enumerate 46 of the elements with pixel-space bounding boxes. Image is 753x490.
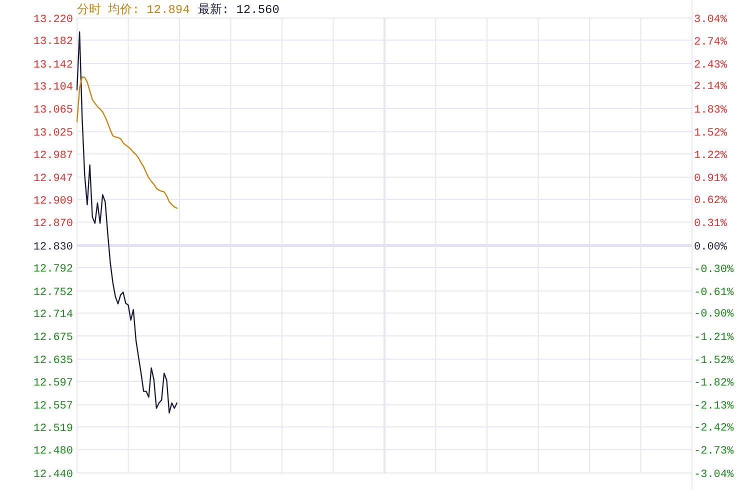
- y2-tick-label: 2.14%: [694, 81, 728, 94]
- y2-tick-label: -0.30%: [694, 264, 734, 276]
- y-tick-label: 12.987: [33, 150, 73, 162]
- y2-tick-label: -0.90%: [694, 308, 734, 321]
- y-tick-label: 12.870: [33, 218, 73, 230]
- y2-tick-label: -2.13%: [694, 400, 734, 413]
- y2-tick-label: 3.04%: [694, 14, 728, 26]
- line-series: [76, 76, 178, 209]
- line-series: [76, 31, 178, 414]
- y-tick-label: 12.792: [33, 264, 73, 276]
- y-tick-label: 12.947: [33, 173, 73, 186]
- y-tick-label: 13.142: [33, 59, 73, 72]
- y-tick-label: 12.909: [33, 195, 73, 208]
- y2-tick-label: 0.62%: [694, 194, 728, 207]
- y2-tick-label: -1.21%: [694, 332, 734, 344]
- y2-tick-label: 0.00%: [694, 241, 728, 254]
- y2-tick-label: -1.52%: [694, 355, 734, 368]
- y-tick-label: 12.635: [33, 355, 73, 368]
- y-tick-label: 12.830: [33, 241, 73, 254]
- y-tick-label: 12.519: [33, 422, 73, 435]
- y-tick-label: 12.675: [33, 332, 73, 344]
- chart-subtitle: 最新: 12.560: [198, 2, 280, 17]
- y-tick-label: 13.182: [33, 36, 73, 48]
- y2-tick-label: 0.31%: [694, 218, 728, 230]
- y-tick-label: 13.065: [33, 104, 73, 116]
- y2-tick-label: -1.82%: [694, 378, 734, 390]
- y-tick-label: 12.752: [33, 286, 73, 299]
- y2-tick-label: 1.52%: [694, 128, 728, 140]
- y2-tick-label: 0.91%: [694, 173, 728, 186]
- y-tick-label: 13.220: [33, 14, 73, 26]
- y2-tick-label: 1.83%: [694, 104, 728, 116]
- y-tick-label: 12.714: [33, 309, 74, 322]
- y2-tick-label: 2.43%: [694, 60, 728, 72]
- y-tick-label: 13.104: [33, 82, 74, 94]
- chart-title: 分时 均价: 12.894: [77, 3, 190, 17]
- y-tick-label: 13.025: [33, 128, 73, 140]
- y-tick-label: 12.440: [33, 468, 73, 481]
- y2-tick-label: -2.73%: [694, 446, 734, 458]
- y2-tick-label: 1.22%: [694, 150, 728, 162]
- y-tick-label: 12.480: [33, 446, 73, 458]
- y2-tick-label: -2.42%: [694, 422, 734, 434]
- y2-tick-label: -0.61%: [694, 287, 734, 299]
- y2-tick-label: 2.74%: [694, 36, 728, 48]
- y2-tick-label: -3.04%: [694, 468, 734, 481]
- y-tick-label: 12.557: [33, 400, 73, 413]
- y-tick-label: 12.597: [33, 377, 73, 390]
